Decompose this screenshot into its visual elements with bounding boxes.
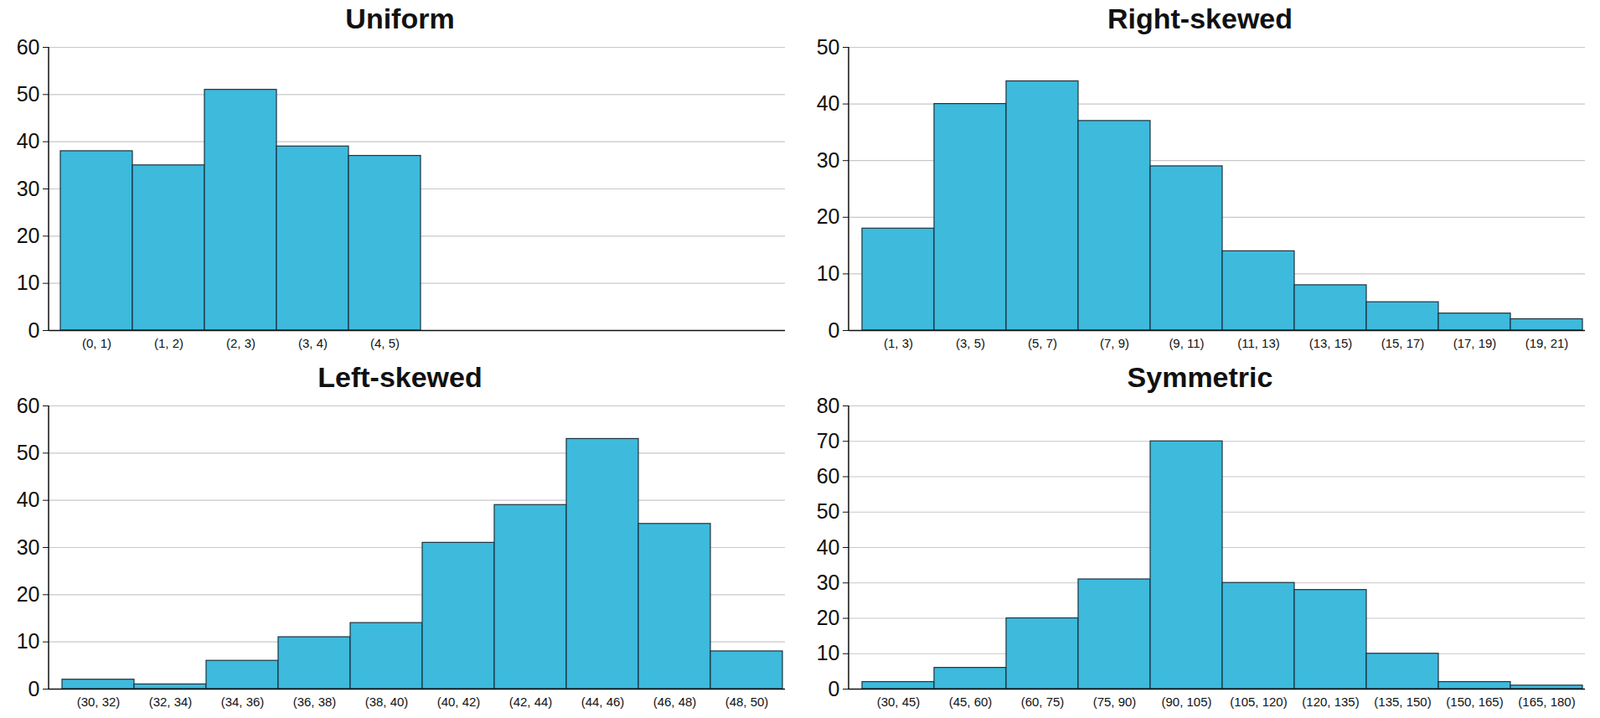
- svg-text:(3, 5): (3, 5): [955, 335, 986, 351]
- svg-text:50: 50: [16, 82, 41, 106]
- svg-text:30: 30: [816, 570, 841, 594]
- svg-text:(30, 32): (30, 32): [77, 694, 121, 709]
- svg-text:30: 30: [816, 148, 841, 172]
- svg-text:(2, 3): (2, 3): [226, 335, 256, 351]
- svg-text:(40, 42): (40, 42): [437, 694, 481, 709]
- svg-text:10: 10: [816, 261, 841, 285]
- svg-text:20: 20: [816, 204, 841, 228]
- svg-text:(36, 38): (36, 38): [293, 694, 337, 709]
- svg-text:(34, 36): (34, 36): [221, 694, 265, 709]
- svg-text:40: 40: [816, 91, 841, 115]
- svg-text:60: 60: [16, 36, 41, 59]
- svg-text:30: 30: [16, 535, 41, 559]
- svg-text:70: 70: [816, 428, 841, 453]
- svg-text:10: 10: [816, 640, 841, 665]
- svg-text:(11, 13): (11, 13): [1237, 335, 1280, 351]
- svg-text:(150, 165): (150, 165): [1445, 694, 1503, 709]
- svg-text:(5, 7): (5, 7): [1027, 335, 1058, 351]
- svg-text:(15, 17): (15, 17): [1381, 335, 1425, 351]
- svg-text:(19, 21): (19, 21): [1525, 335, 1570, 351]
- svg-text:(3, 4): (3, 4): [298, 335, 328, 351]
- svg-text:(9, 11): (9, 11): [1168, 335, 1204, 351]
- svg-text:60: 60: [16, 395, 41, 418]
- svg-text:(48, 50): (48, 50): [725, 694, 770, 709]
- svg-text:40: 40: [16, 487, 41, 511]
- svg-text:10: 10: [16, 629, 41, 653]
- svg-text:(1, 2): (1, 2): [154, 335, 184, 351]
- svg-text:(120, 135): (120, 135): [1301, 694, 1359, 709]
- svg-text:(32, 34): (32, 34): [149, 694, 193, 709]
- svg-text:20: 20: [816, 605, 841, 630]
- svg-text:(30, 45): (30, 45): [877, 694, 921, 709]
- html-text:Right-skewed: Right-skewed: [1107, 2, 1293, 35]
- svg-text:(1, 3): (1, 3): [883, 335, 914, 351]
- svg-text:(105, 120): (105, 120): [1229, 694, 1287, 709]
- html-text:Symmetric: Symmetric: [1127, 361, 1273, 393]
- svg-text:60: 60: [816, 464, 841, 488]
- svg-text:20: 20: [16, 582, 41, 606]
- svg-text:20: 20: [16, 223, 41, 248]
- svg-text:40: 40: [816, 535, 841, 559]
- svg-text:(4, 5): (4, 5): [370, 335, 400, 351]
- svg-text:(38, 40): (38, 40): [365, 694, 409, 709]
- svg-text:(46, 48): (46, 48): [653, 694, 697, 709]
- svg-text:(90, 105): (90, 105): [1161, 694, 1212, 709]
- html-text:Uniform: Uniform: [345, 2, 455, 35]
- svg-text:0: 0: [828, 318, 841, 342]
- svg-text:(42, 44): (42, 44): [509, 694, 553, 709]
- svg-text:10: 10: [16, 270, 41, 295]
- svg-text:(135, 150): (135, 150): [1373, 694, 1431, 709]
- svg-text:(13, 15): (13, 15): [1309, 335, 1353, 351]
- svg-text:50: 50: [816, 499, 841, 523]
- svg-text:50: 50: [16, 440, 41, 465]
- svg-text:(45, 60): (45, 60): [949, 694, 993, 709]
- svg-text:(44, 46): (44, 46): [581, 694, 625, 709]
- svg-text:(75, 90): (75, 90): [1093, 694, 1137, 709]
- svg-text:50: 50: [816, 36, 841, 59]
- svg-text:0: 0: [28, 676, 41, 701]
- svg-text:(7, 9): (7, 9): [1099, 335, 1130, 351]
- svg-text:40: 40: [16, 129, 41, 153]
- svg-text:0: 0: [828, 676, 841, 701]
- svg-text:80: 80: [816, 395, 841, 418]
- html-text:Left-skewed: Left-skewed: [317, 361, 483, 393]
- svg-text:(60, 75): (60, 75): [1021, 694, 1065, 709]
- svg-text:(17, 19): (17, 19): [1453, 335, 1497, 351]
- svg-text:30: 30: [16, 176, 41, 201]
- svg-text:(165, 180): (165, 180): [1517, 694, 1575, 709]
- svg-text:0: 0: [28, 318, 41, 342]
- svg-text:(0, 1): (0, 1): [82, 335, 112, 351]
